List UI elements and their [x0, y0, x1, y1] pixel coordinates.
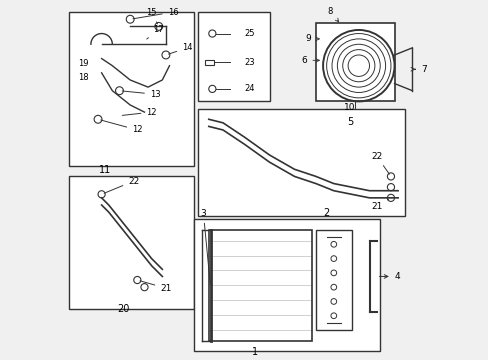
Text: 21: 21	[140, 281, 171, 293]
Text: 23: 23	[244, 58, 255, 67]
Text: 19: 19	[79, 59, 89, 68]
Bar	[208, 230, 312, 341]
Text: 20: 20	[117, 304, 129, 314]
Text: 22: 22	[104, 176, 139, 193]
Text: 8: 8	[327, 7, 338, 22]
Text: 11: 11	[99, 165, 111, 175]
Bar	[315, 23, 394, 102]
Text: 5: 5	[346, 117, 352, 127]
Text: 25: 25	[244, 29, 254, 38]
Text: 3: 3	[200, 209, 210, 284]
Text: 17: 17	[146, 26, 164, 39]
Text: 2: 2	[323, 208, 328, 218]
Text: 1: 1	[252, 347, 258, 357]
Text: 18: 18	[78, 73, 89, 82]
Text: 12: 12	[101, 120, 142, 135]
Text: 7: 7	[410, 65, 426, 74]
Text: 4: 4	[379, 272, 399, 281]
Bar	[198, 12, 269, 102]
Text: 9: 9	[305, 35, 319, 44]
Bar	[315, 230, 351, 330]
Bar	[69, 12, 194, 166]
Text: 16: 16	[133, 8, 178, 19]
Bar	[69, 176, 194, 309]
Text: 13: 13	[122, 90, 160, 99]
Text: 21: 21	[370, 199, 388, 211]
Text: 6: 6	[301, 56, 319, 65]
Text: 14: 14	[168, 43, 192, 54]
Text: 15: 15	[146, 8, 157, 24]
Bar	[198, 109, 405, 216]
Bar	[194, 219, 380, 351]
Text: 12: 12	[122, 108, 157, 117]
Text: 10: 10	[344, 103, 355, 112]
Text: 22: 22	[370, 152, 388, 174]
Bar	[205, 60, 214, 65]
Text: 24: 24	[244, 84, 254, 93]
